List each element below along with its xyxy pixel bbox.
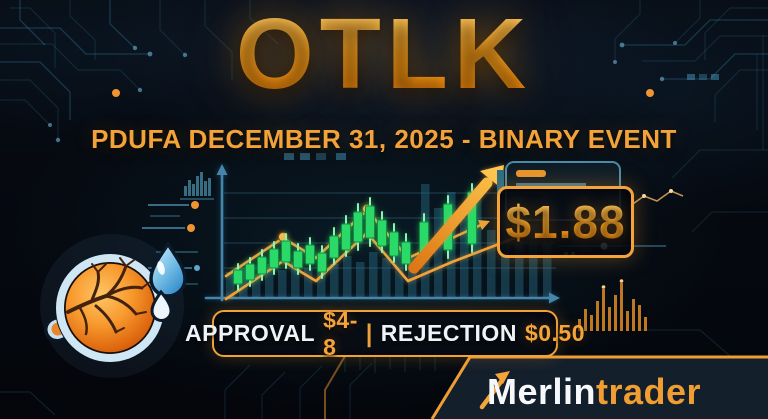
small-droplet-icon <box>150 289 173 322</box>
candlestick-chart <box>204 164 560 304</box>
chart-axes <box>204 164 560 304</box>
brand-bar <box>430 355 768 419</box>
orange-volume-bars <box>578 283 647 331</box>
thin-arrow-head <box>478 220 490 230</box>
divider-bar: | <box>365 318 373 348</box>
current-price-box: $1.88 <box>497 186 634 258</box>
brand-arrow-icon <box>479 371 510 410</box>
event-subtitle: PDUFA DECEMBER 31, 2025 - BINARY EVENT <box>91 124 677 154</box>
eye-retina-icon <box>40 234 187 378</box>
page-title-ticker: OTLK <box>0 2 768 106</box>
current-price-value: $1.88 <box>505 196 626 248</box>
rejection-label: REJECTION <box>380 320 517 346</box>
approval-value: $4-8 <box>323 306 358 360</box>
brand-name-secondary: trader <box>596 371 702 412</box>
retina-vessels <box>66 257 151 336</box>
approval-label: APPROVAL <box>185 320 316 346</box>
brand-name-primary: Merlin <box>487 371 597 412</box>
scenario-price-box: APPROVAL $4-8 | REJECTION $0.50 <box>185 307 584 360</box>
brand-logo: Merlin trader <box>487 369 701 415</box>
rejection-value: $0.50 <box>524 320 585 346</box>
water-droplet-icon <box>149 240 187 298</box>
